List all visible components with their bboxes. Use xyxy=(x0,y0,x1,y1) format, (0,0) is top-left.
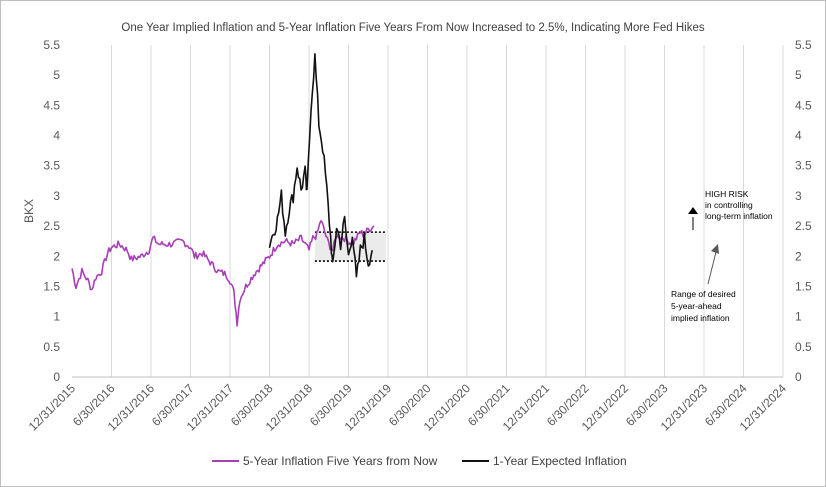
gridlines xyxy=(111,45,784,377)
y-tick-label-right: 3 xyxy=(795,189,802,203)
y-tick-label: 3.5 xyxy=(43,159,60,173)
y-tick-label: 4 xyxy=(53,129,60,143)
y-tick-label-right: 4.5 xyxy=(795,98,812,112)
y-tick-label-right: 5.5 xyxy=(795,38,812,52)
y-tick-label-right: 2.5 xyxy=(795,219,812,233)
annotation-arrow-up-head xyxy=(688,207,698,214)
annotation-range-text: implied inflation xyxy=(671,313,730,323)
legend-label: 5-Year Inflation Five Years from Now xyxy=(243,454,438,468)
y-tick-label-right: 4 xyxy=(795,129,802,143)
legend: 5-Year Inflation Five Years from Now 1-Ye… xyxy=(212,454,627,468)
y-tick-label: 0 xyxy=(53,370,60,384)
y-tick-label-right: 0 xyxy=(795,370,802,384)
y-axis-label: BKX xyxy=(22,199,36,223)
y-tick-label-right: 2 xyxy=(795,249,802,263)
series-layer xyxy=(71,53,375,327)
y-axis-right-ticks: 0 0.5 1 1.5 2 2.5 3 3.5 4 4.5 5 5.5 xyxy=(795,38,812,384)
y-tick-label: 1.5 xyxy=(43,279,60,293)
y-tick-label: 4.5 xyxy=(43,98,60,112)
y-tick-label: 3 xyxy=(53,189,60,203)
y-tick-label-right: 5 xyxy=(795,68,802,82)
annotation-arrow-range-head xyxy=(711,244,719,254)
y-tick-label-right: 1.5 xyxy=(795,279,812,293)
y-tick-label: 5 xyxy=(53,68,60,82)
chart-title: One Year Implied Inflation and 5-Year In… xyxy=(121,22,704,34)
x-tick-label: 12/31/2015 xyxy=(26,381,79,434)
y-tick-label: 5.5 xyxy=(43,38,60,52)
series-line-1yr-expected xyxy=(268,53,373,278)
series-line-5yr-forward xyxy=(71,220,375,327)
y-tick-label-right: 0.5 xyxy=(795,340,812,354)
annotation-high-risk-text: HIGH RISK xyxy=(705,189,749,199)
annotation-range-text: Range of desired xyxy=(671,289,736,299)
x-axis-ticks: 12/31/20156/30/201612/31/20166/30/201712… xyxy=(26,381,790,434)
annotation-high-risk-text: in controlling xyxy=(705,200,753,210)
annotation-high-risk-text: long-term inflation xyxy=(705,211,773,221)
y-tick-label-right: 3.5 xyxy=(795,159,812,173)
y-tick-label: 1 xyxy=(53,310,60,324)
legend-label: 1-Year Expected Inflation xyxy=(493,454,627,468)
y-tick-label: 0.5 xyxy=(43,340,60,354)
y-tick-label: 2 xyxy=(53,249,60,263)
y-tick-label: 2.5 xyxy=(43,219,60,233)
y-tick-label-right: 1 xyxy=(795,310,802,324)
annotation-arrow-range xyxy=(707,251,717,285)
annotation-range-text: 5-year-ahead xyxy=(671,301,722,311)
y-axis-left-ticks: 0 0.5 1 1.5 2 2.5 3 3.5 4 4.5 5 5.5 xyxy=(43,38,60,384)
